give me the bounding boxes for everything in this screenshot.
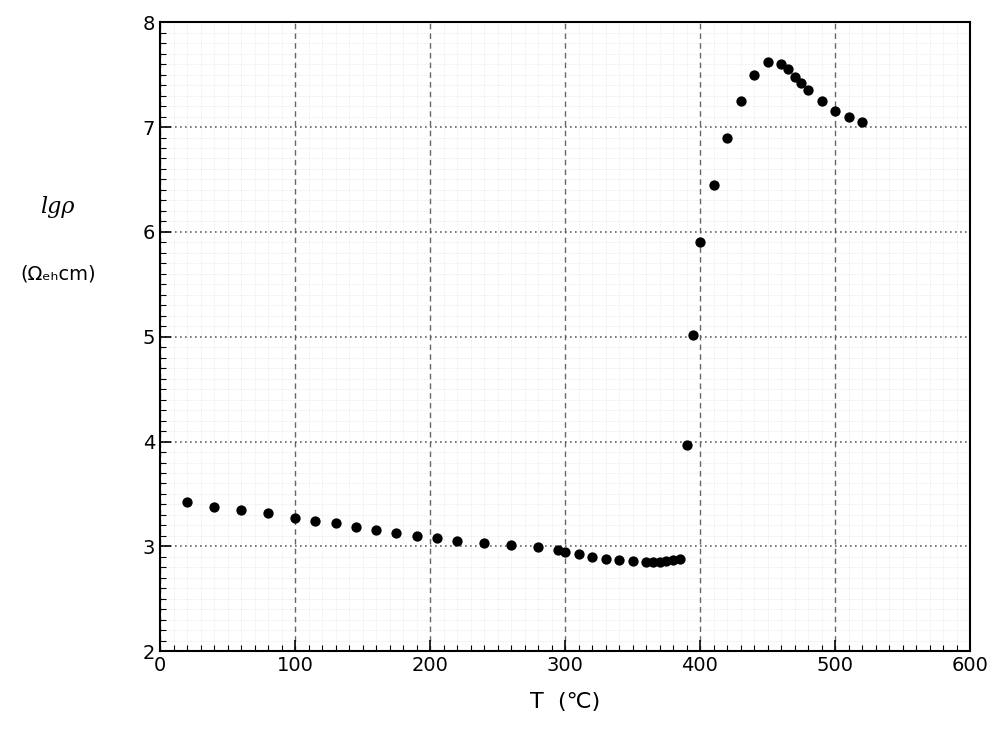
Point (672, 553, 688, 565)
Point (476, 537, 492, 549)
Point (746, 69, 762, 81)
Point (503, 539, 519, 551)
Text: lgρ: lgρ (40, 196, 74, 218)
Point (652, 556, 668, 568)
Point (793, 77, 809, 89)
Point (665, 554, 681, 566)
Point (584, 551, 600, 563)
Point (638, 556, 654, 568)
Point (678, 439, 694, 451)
Point (550, 544, 566, 556)
Point (408, 530, 424, 542)
Point (307, 515, 323, 527)
Point (840, 111, 856, 123)
Point (260, 507, 276, 519)
Point (206, 500, 222, 512)
Point (814, 95, 830, 107)
Point (624, 555, 641, 567)
Point (786, 71, 802, 83)
Point (570, 548, 586, 559)
Point (800, 84, 816, 96)
Point (429, 532, 445, 544)
Point (287, 512, 303, 524)
Point (388, 527, 404, 539)
Point (658, 555, 674, 567)
Point (692, 237, 708, 249)
Point (780, 64, 796, 75)
Point (685, 329, 701, 340)
Point (854, 116, 870, 128)
Point (179, 497, 195, 508)
Point (645, 556, 661, 568)
Point (449, 535, 465, 547)
Point (611, 554, 627, 566)
Point (368, 524, 384, 536)
Point (530, 542, 546, 554)
Point (557, 545, 573, 557)
Point (760, 56, 776, 68)
Point (827, 105, 843, 117)
X-axis label: T  (℃): T (℃) (530, 692, 600, 712)
Text: (Ωₑₕcm): (Ωₑₕcm) (20, 264, 96, 283)
Point (328, 517, 344, 529)
Point (719, 132, 735, 144)
Point (598, 553, 614, 565)
Point (348, 522, 364, 534)
Point (706, 179, 722, 191)
Point (773, 58, 789, 70)
Point (233, 504, 249, 516)
Point (732, 95, 748, 107)
